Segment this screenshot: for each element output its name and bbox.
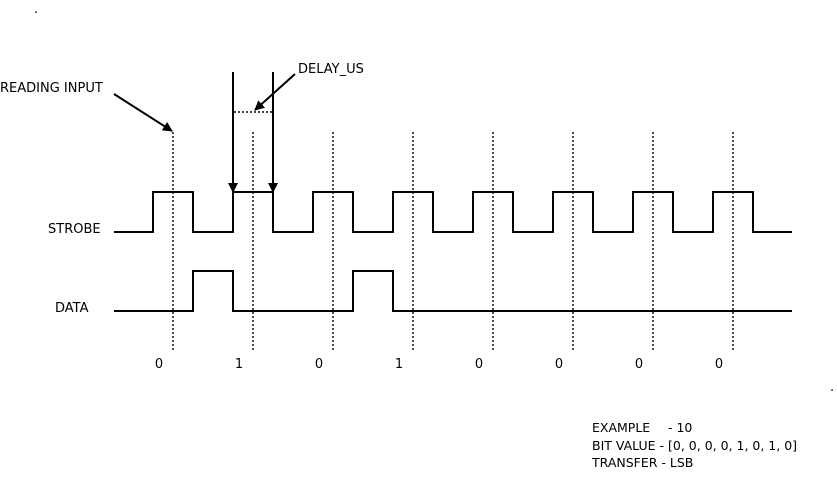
reading-input-arrow	[113, 93, 173, 132]
sample-lines	[172, 132, 734, 350]
footer-bitvalue-sep: -	[655, 437, 669, 453]
corner-dot-top: .	[34, 2, 38, 17]
footer-bitvalue-value: [0, 0, 0, 0, 1, 0, 1, 0]	[668, 437, 798, 453]
bit-label: 0	[555, 357, 563, 372]
corner-dot-right: .	[830, 380, 834, 395]
data-label: DATA	[55, 301, 89, 316]
strobe-label: STROBE	[48, 222, 101, 237]
footer-example-sep: -	[664, 420, 677, 435]
data-waveform	[114, 270, 792, 312]
footer-example-value: 10	[676, 420, 693, 435]
reading-input-label: READING INPUT	[0, 81, 103, 96]
footer-example-key: EXAMPLE	[592, 420, 651, 435]
bit-label: 1	[235, 357, 243, 372]
strobe-waveform	[114, 191, 792, 233]
footer-transfer-sep: -	[657, 455, 670, 470]
bit-label: 0	[715, 357, 723, 372]
bit-labels: 0 1 0 1 0 0 0 0	[155, 357, 723, 372]
delay-pointer-arrow	[254, 73, 296, 111]
footer-bitvalue-key: BIT VALUE	[592, 437, 656, 453]
footer-transfer-key: TRANSFER	[592, 455, 658, 470]
footer-bitvalue-row: BIT VALUE - [0, 0, 0, 0, 1, 0, 1, 0]	[592, 437, 797, 455]
delay-label: DELAY_US	[298, 62, 364, 77]
bit-label: 1	[395, 357, 403, 372]
bit-label: 0	[635, 357, 643, 372]
footer-transfer-row: TRANSFER - LSB	[592, 454, 797, 472]
example-footer: EXAMPLE - 10 BIT VALUE - [0, 0, 0, 0, 1,…	[592, 419, 797, 472]
bit-label: 0	[475, 357, 483, 372]
bit-label: 0	[315, 357, 323, 372]
footer-transfer-value: LSB	[669, 455, 694, 470]
footer-example-row: EXAMPLE - 10	[592, 419, 797, 437]
bit-label: 0	[155, 357, 163, 372]
